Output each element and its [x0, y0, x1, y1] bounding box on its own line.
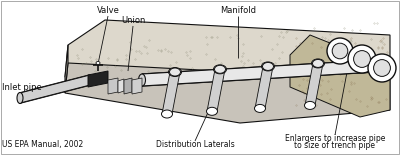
Polygon shape	[132, 78, 142, 94]
Ellipse shape	[262, 62, 274, 71]
Polygon shape	[124, 78, 132, 94]
Ellipse shape	[96, 62, 100, 64]
Ellipse shape	[327, 38, 353, 64]
Ellipse shape	[138, 74, 146, 86]
Polygon shape	[255, 66, 273, 108]
Polygon shape	[118, 79, 124, 93]
Polygon shape	[290, 35, 390, 117]
Text: Inlet pipe: Inlet pipe	[2, 82, 42, 91]
Ellipse shape	[254, 104, 266, 112]
Text: Union: Union	[121, 16, 145, 25]
Ellipse shape	[304, 101, 316, 109]
Text: to size of trench pipe: to size of trench pipe	[294, 141, 376, 150]
Ellipse shape	[368, 54, 396, 82]
Polygon shape	[20, 75, 90, 103]
Ellipse shape	[372, 60, 378, 72]
Ellipse shape	[206, 107, 218, 115]
Polygon shape	[162, 72, 180, 114]
Ellipse shape	[354, 51, 370, 67]
Polygon shape	[207, 69, 225, 111]
Ellipse shape	[17, 93, 23, 104]
Ellipse shape	[162, 110, 172, 118]
Text: Valve: Valve	[96, 6, 120, 15]
Polygon shape	[108, 78, 118, 94]
Ellipse shape	[348, 45, 376, 73]
Polygon shape	[65, 45, 68, 93]
Polygon shape	[88, 71, 108, 87]
Text: US EPA Manual, 2002: US EPA Manual, 2002	[2, 140, 83, 149]
Ellipse shape	[332, 43, 348, 59]
Ellipse shape	[312, 59, 324, 67]
Ellipse shape	[168, 68, 182, 77]
Ellipse shape	[374, 60, 390, 76]
Text: Enlargers to increase pipe: Enlargers to increase pipe	[285, 134, 385, 143]
Polygon shape	[305, 63, 323, 105]
Polygon shape	[142, 60, 375, 86]
Text: Distribution Laterals: Distribution Laterals	[156, 140, 234, 149]
Ellipse shape	[312, 59, 324, 68]
Text: Manifold: Manifold	[220, 6, 256, 15]
Ellipse shape	[262, 62, 274, 70]
Ellipse shape	[170, 68, 180, 76]
Polygon shape	[65, 20, 390, 90]
Polygon shape	[65, 63, 390, 123]
Ellipse shape	[214, 65, 226, 74]
Ellipse shape	[214, 65, 226, 73]
